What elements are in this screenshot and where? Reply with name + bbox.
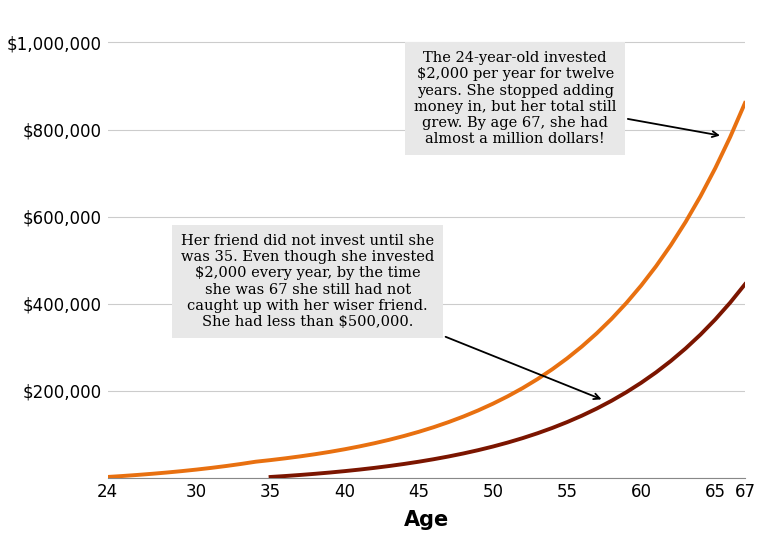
X-axis label: Age: Age (404, 510, 449, 530)
Text: The 24-year-old invested
$2,000 per year for twelve
years. She stopped adding
mo: The 24-year-old invested $2,000 per year… (414, 51, 718, 146)
Text: Her friend did not invest until she
was 35. Even though she invested
$2,000 ever: Her friend did not invest until she was … (181, 234, 600, 399)
